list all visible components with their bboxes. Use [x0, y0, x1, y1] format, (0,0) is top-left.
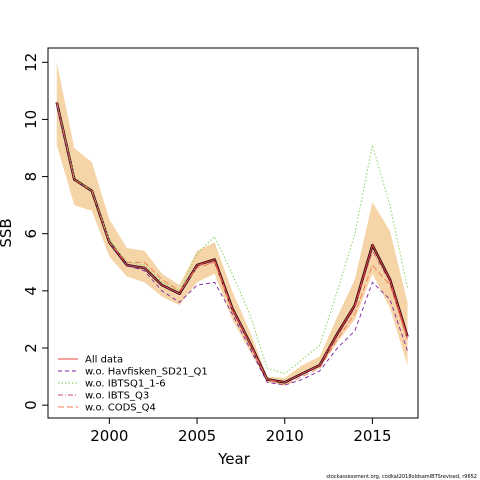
confidence-band-layer: [56, 62, 408, 386]
y-axis: 0 2 4 6 8 10 12: [22, 53, 49, 410]
legend-label-4: w.o. CODS_Q4: [85, 403, 156, 414]
legend-label-3: w.o. IBTS_Q3: [85, 391, 149, 402]
footnote: stockassessment.org, codkat2018oldsamIBT…: [326, 474, 477, 480]
y-tick-label-4: 4: [22, 286, 40, 296]
confidence-band: [56, 62, 408, 386]
series-layer: [55, 101, 409, 386]
legend-label-0: All data: [85, 355, 123, 366]
x-tick-label-2005: 2005: [178, 427, 216, 445]
x-tick-label-2015: 2015: [353, 427, 391, 445]
series-line-4: [56, 102, 408, 386]
y-tick-label-10: 10: [22, 110, 40, 129]
x-axis-title: Year: [217, 450, 251, 468]
y-tick-label-6: 6: [22, 229, 40, 239]
series-line-3: [56, 102, 408, 383]
series-line-2: [56, 102, 408, 375]
legend-label-2: w.o. IBTSQ1_1-6: [85, 379, 166, 390]
y-tick-label-8: 8: [22, 172, 40, 182]
y-axis-title: SSB: [0, 218, 15, 247]
y-tick-label-0: 0: [22, 400, 40, 410]
x-tick-label-2000: 2000: [90, 427, 128, 445]
y-tick-label-12: 12: [22, 53, 40, 72]
x-axis: 2000 2005 2010 2015: [90, 417, 392, 445]
x-tick-label-2010: 2010: [266, 427, 304, 445]
legend-label-1: w.o. Havfisken_SD21_Q1: [85, 367, 208, 378]
y-tick-label-2: 2: [22, 343, 40, 353]
